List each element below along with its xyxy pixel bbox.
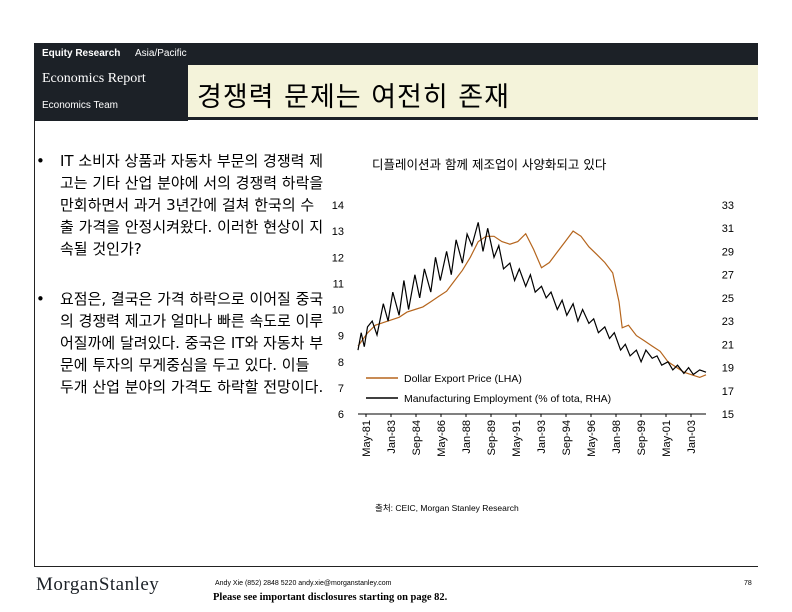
line-chart: 6 7 8 9 10 11 12 13 14 15 17 19 21 23 25 27 29 31 33 May-81…	[332, 200, 734, 457]
x-tick-label: Jan-83	[386, 420, 398, 454]
bullet-text: IT 소비자 상품과 자동차 부문의 경쟁력 제고는 기타 산업 분야에 서의 …	[60, 152, 324, 258]
bullet-mark: •	[36, 152, 45, 170]
y-left-tick-label: 13	[332, 226, 344, 238]
x-tick-label: Sep-99	[636, 420, 648, 455]
x-tick-label: May-86	[436, 420, 448, 457]
band-region-label: Asia/Pacific	[135, 48, 187, 59]
frame-bottom-line	[34, 566, 758, 567]
series-line-manufacturing-employment	[357, 222, 707, 376]
y-left-tick-label: 14	[332, 200, 344, 212]
x-tick-label: Jan-93	[536, 420, 548, 454]
x-tick-label: May-96	[586, 420, 598, 457]
y-left-tick-label: 12	[332, 252, 344, 264]
legend-label: Manufacturing Employment (% of tota, RHA…	[404, 393, 611, 405]
bullet-2: • 요점은, 결국은 가격 하락으로 이어질 중국의 경쟁력 제고가 얼마나 빠…	[36, 288, 326, 398]
logo-word-morgan: Morgan	[36, 574, 99, 595]
y-right-tick-label: 25	[722, 293, 734, 305]
y-left-tick-label: 11	[333, 278, 344, 290]
title-rule	[188, 117, 758, 120]
x-tick-label: Sep-94	[561, 420, 573, 455]
x-tick-label: May-01	[661, 420, 673, 457]
bullet-text: 요점은, 결국은 가격 하락으로 이어질 중국의 경쟁력 제고가 얼마나 빠른 …	[60, 290, 324, 396]
bullet-1: • IT 소비자 상품과 자동차 부문의 경쟁력 제고는 기타 산업 분야에 서…	[36, 150, 326, 260]
x-tick-label: May-91	[511, 420, 523, 457]
logo-word-stanley: Stanley	[98, 574, 160, 595]
x-tick-label: Sep-89	[486, 420, 498, 455]
legend-label: Dollar Export Price (LHA)	[404, 373, 522, 385]
chart-title: 디플레이션과 함께 제조업이 사양화되고 있다	[372, 157, 607, 172]
y-right-tick-label: 23	[722, 316, 734, 328]
y-left-tick-label: 9	[338, 331, 344, 343]
report-type: Economics Report	[42, 71, 146, 86]
team-name: Economics Team	[42, 100, 118, 111]
report-info-block: Economics Report Economics Team	[34, 65, 188, 121]
frame-left-line	[34, 120, 35, 566]
y-left-tick-label: 6	[338, 409, 344, 421]
chart-source: 출처: CEIC, Morgan Stanley Research	[375, 503, 519, 513]
series-line-dollar-export-price	[357, 230, 707, 379]
y-left-tick-label: 8	[338, 357, 344, 369]
y-right-tick-label: 27	[722, 270, 734, 282]
y-left-tick-label: 7	[338, 383, 344, 395]
y-left-tick-label: 10	[332, 305, 344, 317]
page-title: 경쟁력 문제는 여전히 존재	[197, 82, 510, 113]
y-right-tick-label: 21	[722, 339, 734, 351]
disclosure-note: Please see important disclosures startin…	[213, 592, 448, 603]
title-box: 경쟁력 문제는 여전히 존재	[188, 65, 758, 117]
page-number: 78	[744, 580, 752, 587]
x-tick-label: May-81	[361, 420, 373, 457]
y-right-tick-label: 19	[722, 363, 734, 375]
y-right-tick-label: 31	[722, 223, 734, 235]
bullet-mark: •	[36, 290, 45, 308]
band-research-label: Equity Research	[42, 48, 121, 59]
y-right-tick-label: 17	[722, 386, 734, 398]
analyst-contact: Andy Xie (852) 2848 5220 andy.xie@morgan…	[215, 580, 392, 587]
y-right-tick-label: 33	[722, 200, 734, 212]
y-right-tick-label: 29	[722, 246, 734, 258]
x-tick-label: Jan-98	[611, 420, 623, 454]
top-band: Equity Research Asia/Pacific	[34, 43, 758, 65]
x-tick-label: Jan-03	[686, 420, 698, 454]
x-tick-label: Jan-88	[461, 420, 473, 454]
y-right-tick-label: 15	[722, 409, 734, 421]
morgan-stanley-logo: MorganStanley	[36, 574, 159, 596]
x-tick-label: Sep-84	[411, 420, 423, 455]
